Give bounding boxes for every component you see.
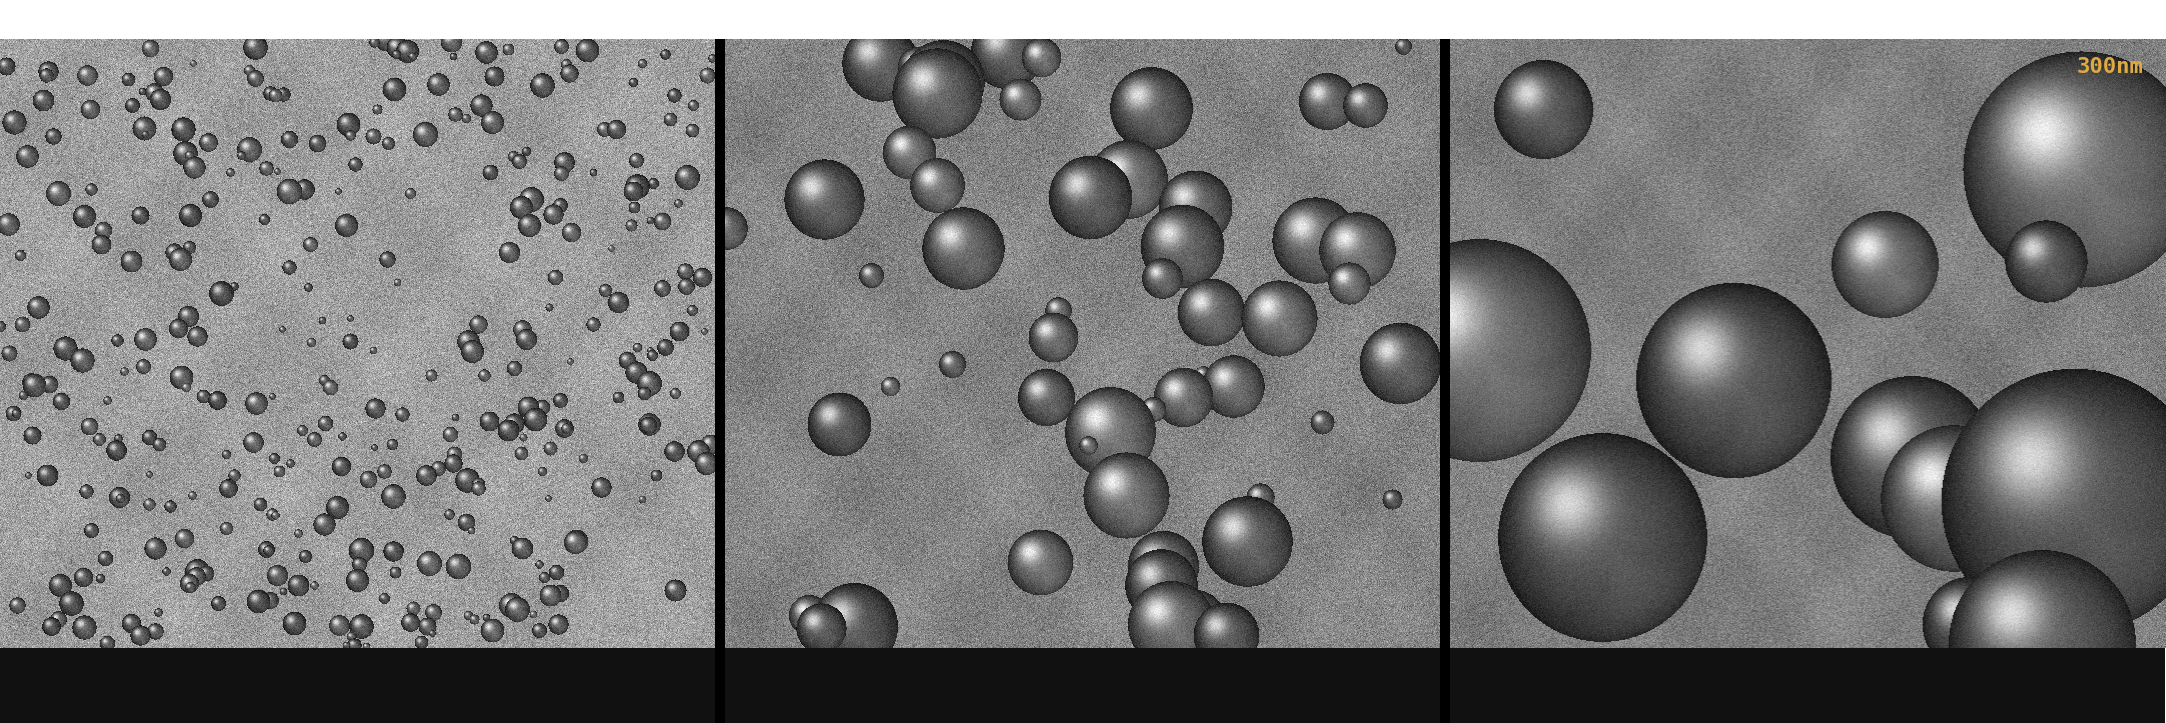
- Text: 100 nm: 100 nm: [65, 693, 102, 703]
- Text: Mag= 5.00 K X: Mag= 5.00 K X: [1841, 673, 1913, 682]
- Text: 500 nm: 500 nm: [791, 693, 827, 703]
- Text: Mag= 50.00 K X: Mag= 50.00 K X: [392, 673, 468, 682]
- Text: EHT=  1.00 kV  WD=  3.5 mm: EHT= 1.00 kV WD= 3.5 mm: [392, 697, 522, 706]
- Text: 300nm: 300nm: [2077, 57, 2144, 77]
- Text: 1 μm: 1 μm: [1521, 693, 1547, 703]
- Text: Mag= 20.00 K X: Mag= 20.00 K X: [1118, 673, 1193, 682]
- Text: EHT=  1.00 kV  WD=  3.5 mm: EHT= 1.00 kV WD= 3.5 mm: [1841, 697, 1973, 706]
- Text: EHT=  1.00 kV  WD=  3.5 mm: EHT= 1.00 kV WD= 3.5 mm: [1118, 697, 1248, 706]
